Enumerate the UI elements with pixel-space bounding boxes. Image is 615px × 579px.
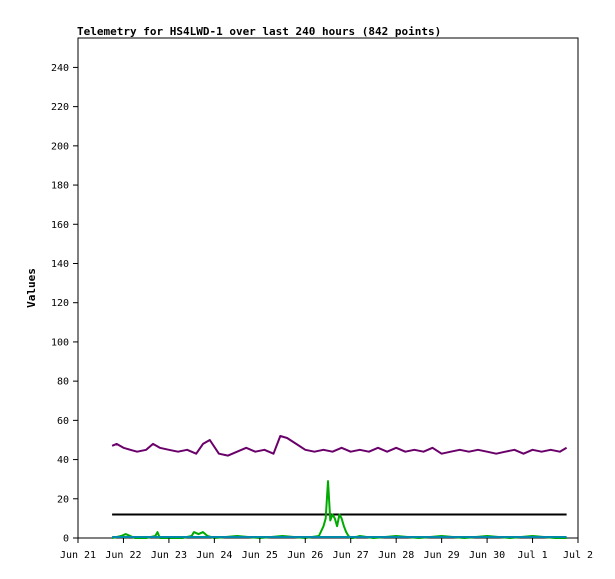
x-axis: Jun 21 Jun 22 Jun 23 Jun 24 Jun 25 Jun 26 Jun …: [60, 538, 593, 561]
x-tick-label: Jun 27: [333, 550, 369, 561]
x-tick-label: Jul 1: [517, 550, 547, 561]
chart-title: Telemetry for HS4LWD-1 over last 240 hou…: [77, 25, 441, 38]
y-tick-label: 0: [63, 534, 69, 545]
series-line-0: [111, 435, 568, 457]
y-tick-label: 20: [57, 494, 69, 505]
x-tick-label: Jun 30: [469, 550, 505, 561]
x-tick-label: Jun 26: [287, 550, 323, 561]
x-tick-label: Jun 25: [242, 550, 278, 561]
y-tick-label: 180: [51, 181, 69, 192]
x-tick-label: Jun 21: [60, 550, 96, 561]
y-axis-label: Values: [25, 268, 38, 308]
y-tick-label: 100: [51, 337, 69, 348]
y-tick-label: 240: [51, 63, 69, 74]
x-tick-label: Jun 23: [151, 550, 187, 561]
x-tick-label: Jul 2: [563, 550, 593, 561]
y-tick-label: 80: [57, 377, 69, 388]
x-tick-label: Jun 24: [196, 550, 232, 561]
y-tick-label: 140: [51, 259, 69, 270]
y-tick-label: 40: [57, 455, 69, 466]
x-tick-label: Jun 28: [378, 550, 414, 561]
y-tick-label: 220: [51, 102, 69, 113]
y-tick-label: 120: [51, 298, 69, 309]
y-tick-label: 60: [57, 416, 69, 427]
y-tick-label: 200: [51, 141, 69, 152]
y-axis: 0 20 40 60 80 100 120 140 160 180 200 220 240: [51, 63, 78, 545]
series-layer: [111, 435, 568, 539]
x-tick-label: Jun 29: [424, 550, 460, 561]
y-tick-label: 160: [51, 220, 69, 231]
x-tick-label: Jun 22: [105, 550, 141, 561]
